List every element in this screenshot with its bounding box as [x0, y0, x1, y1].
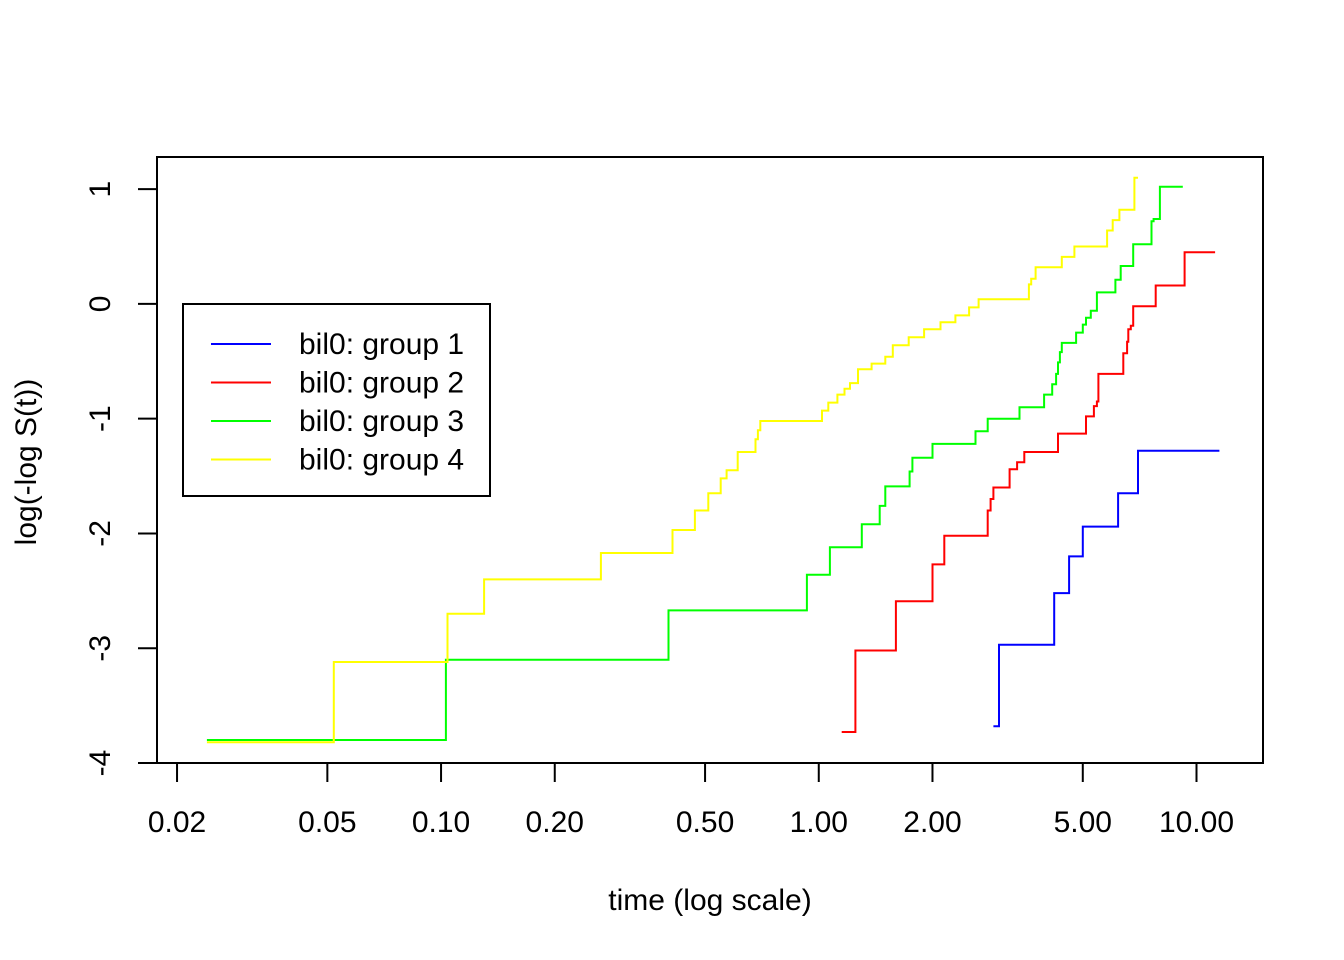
series-line-group-1	[993, 449, 1220, 728]
y-tick-label: -2	[84, 520, 117, 547]
y-axis-label: log(-log S(t))	[10, 379, 43, 546]
y-tick-label: 1	[84, 181, 117, 198]
y-tick-label: -1	[84, 405, 117, 432]
legend-label-group-4: bil0: group 4	[299, 444, 464, 477]
series-layer	[206, 176, 1220, 744]
legend-label-group-2: bil0: group 2	[299, 367, 464, 400]
series-line-group-3	[206, 185, 1183, 741]
x-tick-label: 0.20	[526, 806, 584, 839]
legend: bil0: group 1 bil0: group 2 bil0: group 3 b…	[182, 303, 491, 497]
x-tick-label: 0.02	[148, 806, 206, 839]
y-axis: -4 -3 -2 -1 0 1	[84, 181, 158, 777]
x-tick-label: 10.00	[1159, 806, 1234, 839]
y-tick-label: -3	[84, 635, 117, 662]
x-tick-label: 0.50	[676, 806, 734, 839]
x-tick-label: 5.00	[1054, 806, 1112, 839]
x-tick-label: 1.00	[790, 806, 848, 839]
x-tick-label: 2.00	[903, 806, 961, 839]
x-axis: 0.02 0.05 0.10 0.20 0.50 1.00 2.00 5.00 10.00	[148, 762, 1234, 839]
y-tick-label: -4	[84, 750, 117, 777]
x-tick-label: 0.05	[298, 806, 356, 839]
legend-label-group-1: bil0: group 1	[299, 328, 464, 361]
x-tick-label: 0.10	[412, 806, 470, 839]
series-line-group-4	[206, 176, 1138, 744]
y-tick-label: 0	[84, 296, 117, 313]
series-line-group-2	[841, 251, 1216, 733]
legend-label-group-3: bil0: group 3	[299, 405, 464, 438]
x-axis-label: time (log scale)	[608, 884, 811, 917]
legend-box	[182, 303, 491, 497]
